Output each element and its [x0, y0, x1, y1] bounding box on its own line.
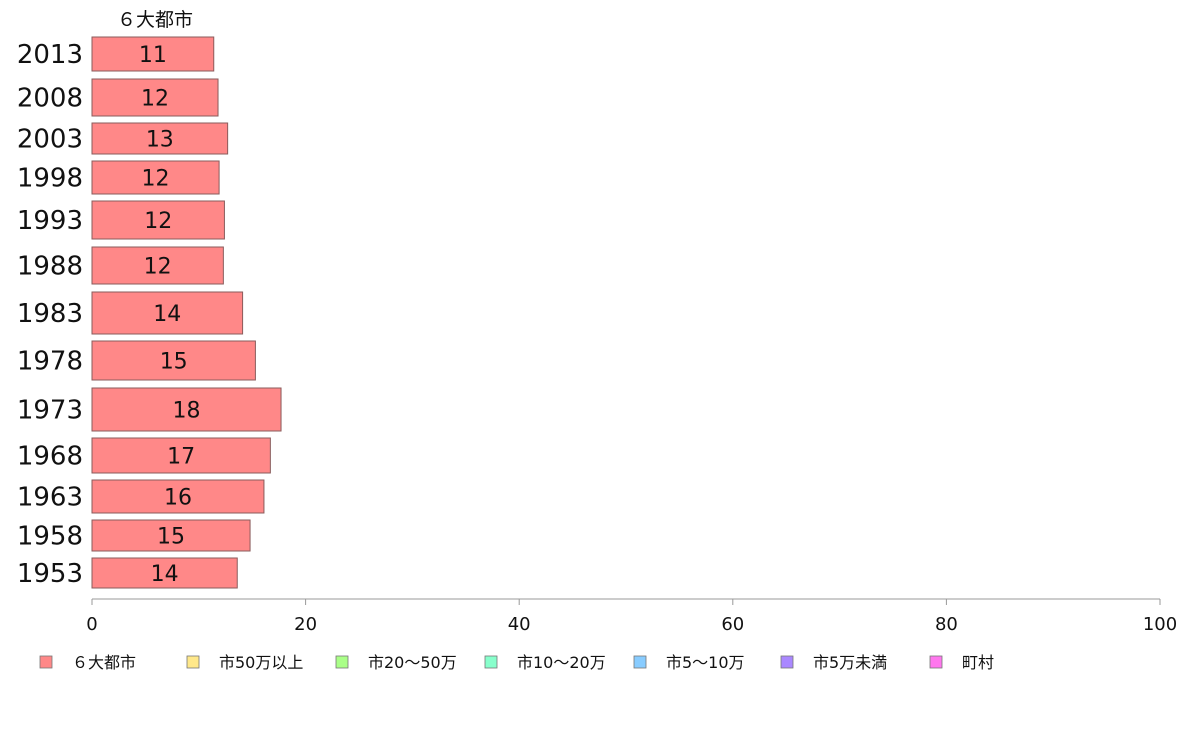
legend-label: ６大都市	[72, 653, 136, 672]
legend-swatch	[186, 655, 200, 669]
x-tick-label: 20	[294, 614, 317, 635]
legend-swatch	[929, 655, 943, 669]
bar-value-label: 15	[160, 350, 188, 375]
legend-swatch	[335, 655, 349, 669]
year-label: 1958	[17, 522, 83, 552]
bar	[91, 437, 271, 474]
year-label: 1968	[17, 442, 83, 472]
bar	[91, 387, 282, 432]
bar	[91, 557, 238, 589]
bar	[91, 122, 229, 155]
bar	[91, 519, 251, 552]
legend-label: 市10〜20万	[517, 653, 606, 672]
x-tick-label: 100	[1143, 614, 1177, 635]
bar-value-label: 17	[167, 445, 195, 470]
bar	[91, 78, 219, 117]
x-tick-label: 60	[721, 614, 744, 635]
year-label: 1963	[17, 483, 83, 513]
year-label: 1998	[17, 164, 83, 194]
category-header: ６大都市	[117, 9, 193, 31]
x-tick-label: 40	[508, 614, 531, 635]
bar-value-label: 14	[151, 562, 179, 587]
year-label: 2008	[17, 84, 83, 114]
bar-value-label: 18	[173, 399, 201, 424]
legend-label: 市5万未満	[813, 653, 887, 672]
legend-swatch	[633, 655, 647, 669]
bar-value-label: 12	[142, 167, 170, 192]
x-tick-label: 0	[86, 614, 97, 635]
bar	[91, 160, 220, 195]
legend-swatch	[780, 655, 794, 669]
bar	[91, 479, 265, 514]
legend-label: 市20〜50万	[368, 653, 457, 672]
x-axis: 0 20 40 60 80 100	[86, 598, 1177, 635]
bar	[91, 340, 256, 381]
year-label: 1973	[17, 396, 83, 426]
bar	[91, 36, 215, 72]
legend-swatch	[39, 655, 53, 669]
year-label: 1953	[17, 559, 83, 589]
bar	[91, 246, 224, 285]
bar-value-label: 13	[146, 128, 174, 153]
bar-value-label: 16	[164, 486, 192, 511]
legend-label: 町村	[962, 653, 994, 672]
year-label: 1978	[17, 347, 83, 377]
bar-value-label: 12	[144, 255, 172, 280]
bar-value-label: 15	[157, 525, 185, 550]
bar-value-label: 14	[153, 302, 181, 327]
year-label: 1988	[17, 252, 83, 282]
year-label: 2003	[17, 125, 83, 155]
legend-label: 市50万以上	[219, 653, 303, 672]
bar-value-label: 11	[139, 43, 167, 68]
x-tick-label: 80	[935, 614, 958, 635]
bar-value-label: 12	[144, 209, 172, 234]
year-label: 1983	[17, 299, 83, 329]
bar	[91, 291, 244, 335]
year-label: 2013	[17, 40, 83, 70]
legend: ６大都市 市50万以上 市20〜50万 市10〜20万 市5〜10万 市5万未満 町村	[39, 653, 994, 672]
legend-label: 市5〜10万	[666, 653, 745, 672]
legend-swatch	[484, 655, 498, 669]
bars-group: 2013 11 2008 12 2003 13 1998 12 1993 12 1988 12 1983…	[17, 36, 282, 589]
bar	[91, 200, 225, 240]
year-label: 1993	[17, 206, 83, 236]
bar-value-label: 12	[141, 87, 169, 112]
